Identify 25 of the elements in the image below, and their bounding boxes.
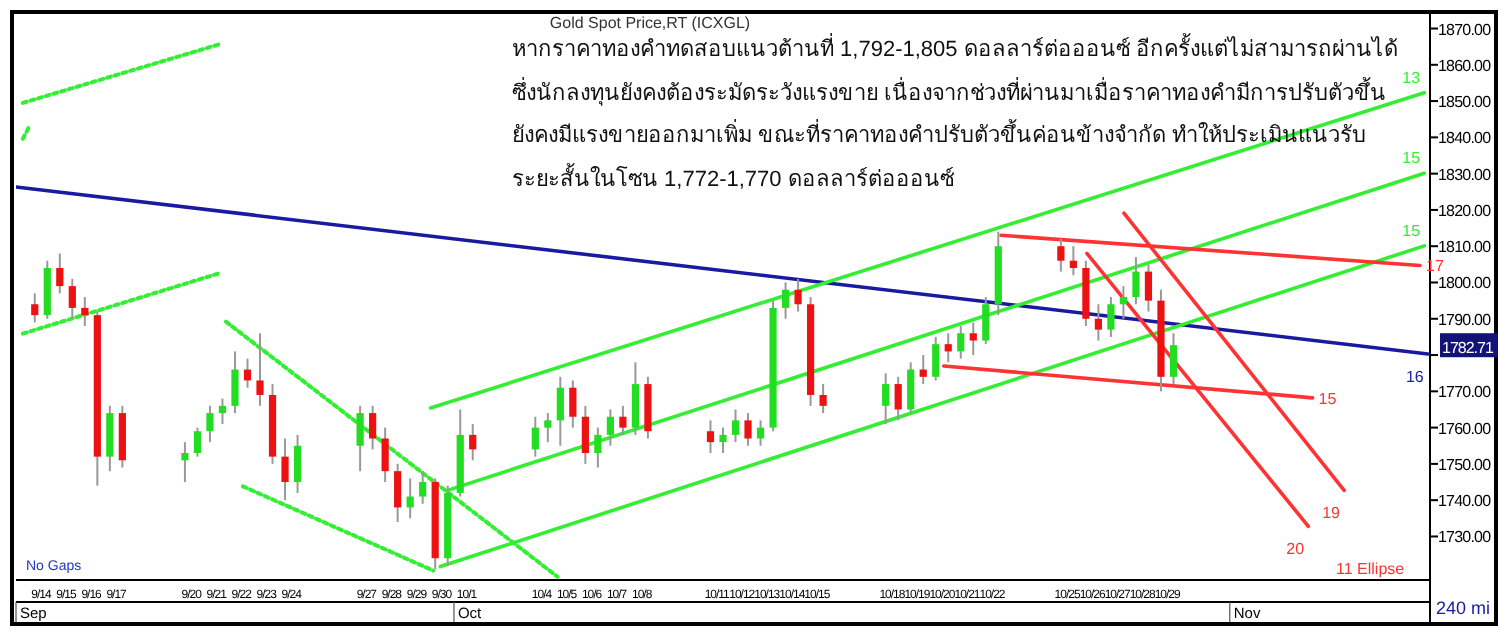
text: 1782.71 [1442, 339, 1495, 358]
y-tick-label: 1740.00 [1438, 492, 1493, 511]
series-label: 16 [1405, 367, 1425, 386]
y-tick-label: 1830.00 [1438, 165, 1493, 184]
series-label: 20 [1286, 540, 1306, 559]
y-tick-label: 1800.00 [1438, 274, 1493, 293]
y-tick-label: 1790.00 [1438, 310, 1493, 329]
series-label: 15 [1402, 221, 1422, 240]
series-label: 15 [1402, 149, 1422, 168]
y-tick-label: 1730.00 [1438, 528, 1493, 547]
series-label: 15 [1318, 389, 1338, 408]
y-tick-label: 1810.00 [1438, 238, 1493, 257]
text: 240 mi [1435, 598, 1490, 618]
y-tick-label: 1860.00 [1438, 56, 1493, 75]
series-label: 13 [1402, 68, 1422, 87]
y-tick-label: 1850.00 [1438, 93, 1493, 112]
y-tick-label: 1820.00 [1438, 201, 1493, 220]
y-tick-label: 1760.00 [1438, 419, 1493, 438]
y-tick-label: 1770.00 [1438, 383, 1493, 402]
annotation: 11 Ellipse [1336, 560, 1406, 578]
y-tick-label: 1870.00 [1438, 20, 1493, 39]
series-label: 19 [1322, 504, 1342, 523]
chart-title: Gold Spot Price,RT (ICXGL) [549, 14, 751, 32]
y-tick-label: 1750.00 [1438, 455, 1493, 474]
y-tick-label: 1840.00 [1438, 129, 1493, 148]
